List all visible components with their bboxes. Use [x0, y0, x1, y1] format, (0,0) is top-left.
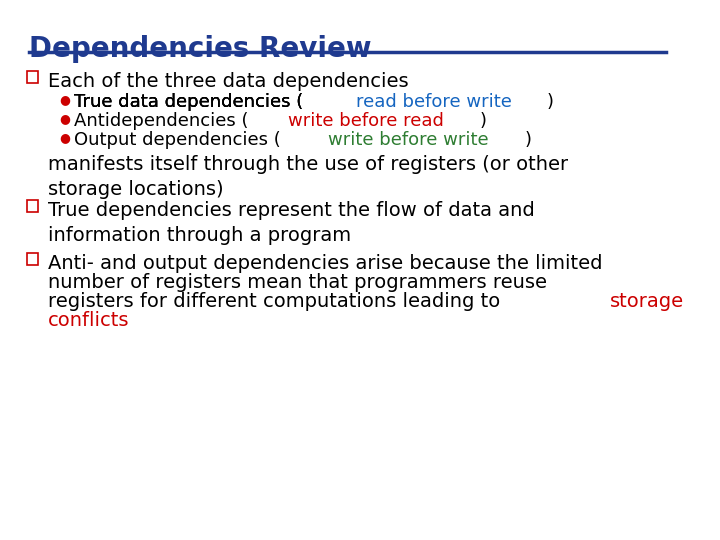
Text: read before write: read before write	[356, 93, 511, 111]
Text: True data dependencies (: True data dependencies (	[74, 93, 303, 111]
Text: Output dependencies (: Output dependencies (	[74, 131, 281, 149]
Text: True data dependencies (: True data dependencies (	[74, 93, 303, 111]
Text: ): )	[480, 112, 487, 130]
Text: manifests itself through the use of registers (or other
storage locations): manifests itself through the use of regi…	[48, 155, 567, 199]
Text: ●: ●	[59, 131, 70, 144]
Text: write before write: write before write	[328, 131, 488, 149]
Text: True dependencies represent the flow of data and
information through a program: True dependencies represent the flow of …	[48, 201, 534, 245]
Text: Each of the three data dependencies: Each of the three data dependencies	[48, 72, 408, 91]
Text: ): )	[525, 131, 532, 149]
Text: True data dependencies (: True data dependencies (	[74, 93, 303, 111]
Bar	[27, 253, 38, 265]
Text: Dependencies Review: Dependencies Review	[29, 35, 371, 63]
Text: write before read: write before read	[288, 112, 444, 130]
Text: Anti- and output dependencies arise because the limited: Anti- and output dependencies arise beca…	[48, 254, 602, 273]
Text: Antidependencies (: Antidependencies (	[74, 112, 248, 130]
Text: ●: ●	[59, 112, 70, 125]
Text: registers for different computations leading to: registers for different computations lea…	[48, 292, 506, 311]
Text: ): )	[546, 93, 554, 111]
Text: ●: ●	[59, 93, 70, 106]
Text: conflicts: conflicts	[48, 311, 129, 330]
Bar	[27, 71, 38, 83]
Text: storage: storage	[611, 292, 684, 311]
Bar	[27, 200, 38, 212]
Text: number of registers mean that programmers reuse: number of registers mean that programmer…	[48, 273, 546, 292]
